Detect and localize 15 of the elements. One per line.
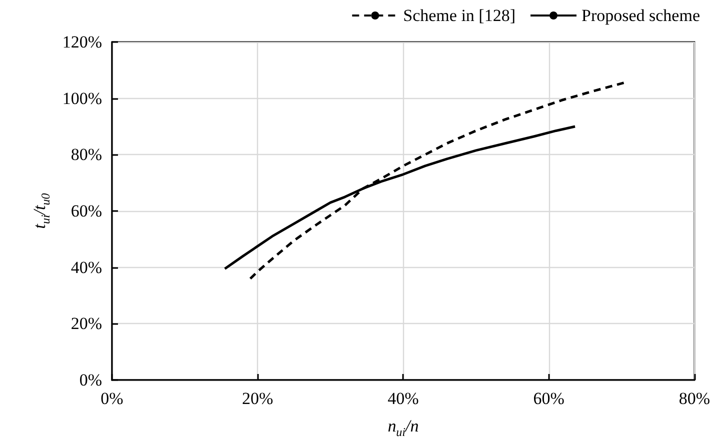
y-tick-label: 80% xyxy=(70,145,102,164)
x-tick-label: 20% xyxy=(242,389,274,408)
y-tick-label: 0% xyxy=(79,370,102,390)
x-tick-label: 60% xyxy=(533,389,564,408)
y-axis-title: tui/tu0 xyxy=(30,193,52,229)
legend-label: Scheme in [128] xyxy=(403,6,516,25)
x-tick-label: 40% xyxy=(388,389,419,408)
y-tick-label: 100% xyxy=(62,88,102,108)
x-tick-label: 0% xyxy=(100,389,124,408)
y-tick-label: 60% xyxy=(70,202,102,220)
y-tick-label: 120% xyxy=(62,32,102,52)
y-tick-label: 20% xyxy=(70,314,102,334)
legend-label: Proposed scheme xyxy=(582,6,700,25)
y-tick-label: 40% xyxy=(70,258,102,277)
x-tick-label: 80% xyxy=(678,389,710,408)
